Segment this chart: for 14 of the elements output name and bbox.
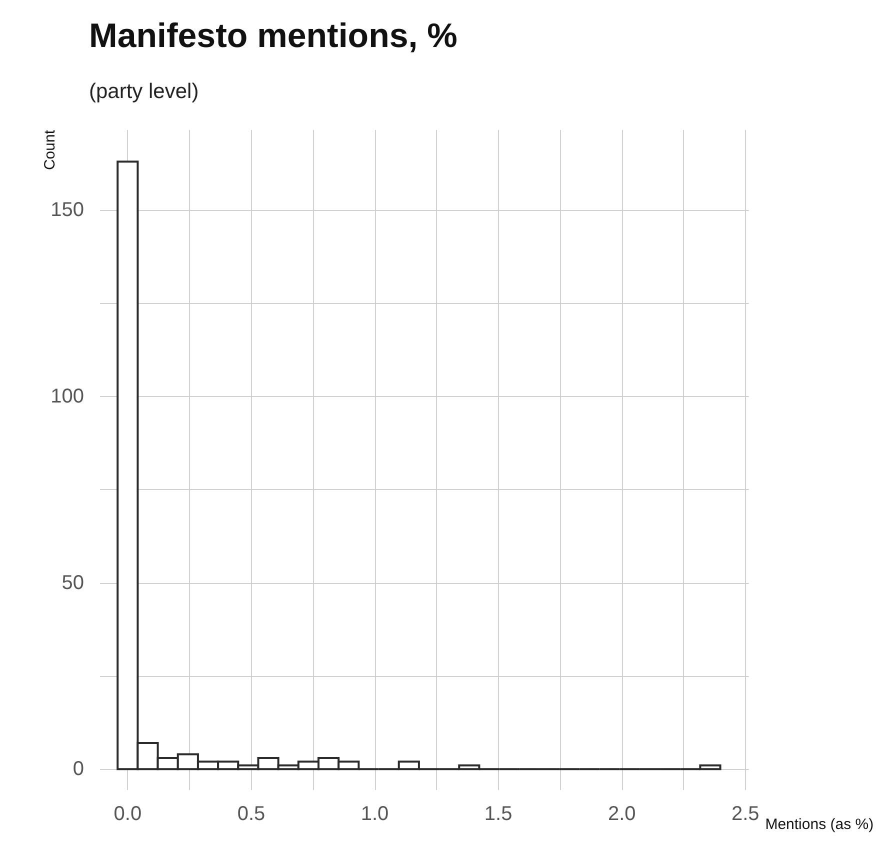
- x-tick-label: 1.5: [484, 803, 512, 825]
- x-tick-label: 2.5: [732, 803, 760, 825]
- chart-title: Manifesto mentions, %: [89, 17, 458, 55]
- x-tick-label: 2.0: [608, 803, 636, 825]
- x-tick-label: 1.0: [360, 803, 389, 825]
- x-axis-title: Mentions (as %): [765, 816, 874, 834]
- x-tick-label: 0.5: [237, 803, 266, 825]
- y-tick-label: 0: [72, 758, 84, 780]
- chart-subtitle: (party level): [89, 80, 199, 103]
- y-tick-label: 150: [50, 199, 84, 222]
- y-axis-title: Count: [42, 129, 59, 170]
- y-tick-label: 100: [50, 385, 84, 408]
- y-tick-label: 50: [62, 572, 84, 594]
- x-tick-label: 0.0: [114, 803, 142, 825]
